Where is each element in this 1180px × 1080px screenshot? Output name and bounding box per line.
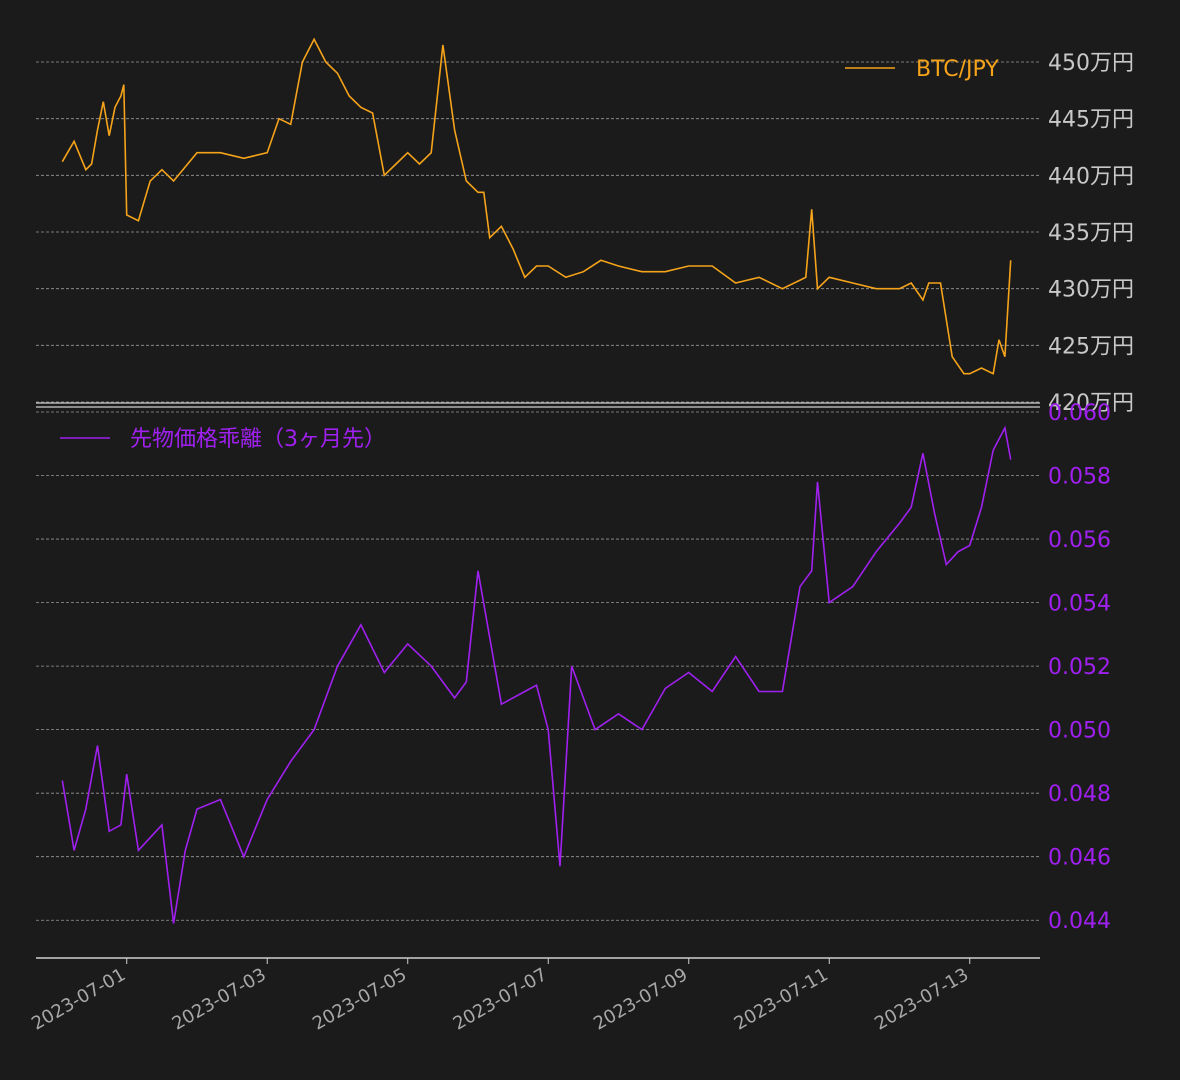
futures-basis-y-tick-label: 0.056	[1048, 528, 1111, 553]
btc-price-y-axis: 420万円 425万円 430万円 435万円 440万円 445万円 450万円	[1048, 51, 1134, 416]
futures-basis-y-tick-label: 0.050	[1048, 719, 1111, 744]
btc-price-y-tick-label: 420万円	[1048, 391, 1134, 416]
futures-basis-y-tick-label: 0.048	[1048, 782, 1111, 807]
futures-basis-y-tick-label: 0.046	[1048, 846, 1111, 871]
futures-basis-gridlines	[36, 411, 1040, 921]
btc-price-y-tick-label: 445万円	[1048, 108, 1134, 133]
btc-price-y-tick-label: 450万円	[1048, 51, 1134, 76]
futures-basis-y-tick-label: 0.054	[1048, 592, 1111, 617]
btc-price-gridlines	[36, 61, 1040, 403]
btc-price-y-tick-label: 435万円	[1048, 221, 1134, 246]
futures-basis-legend: 先物価格乖離（3ヶ月先）	[60, 427, 386, 452]
btc-price-y-tick-label: 425万円	[1048, 334, 1134, 359]
futures-basis-y-tick-label: 0.058	[1048, 465, 1111, 490]
btc-jpy-legend-label: BTC/JPY	[916, 57, 999, 82]
futures-basis-panel: 0.044 0.046 0.048 0.050 0.052 0.054 0.056 0.058…	[36, 401, 1111, 934]
futures-basis-y-axis: 0.044 0.046 0.048 0.050 0.052 0.054 0.056 0.058…	[1048, 401, 1111, 934]
btc-price-y-tick-label: 430万円	[1048, 278, 1134, 303]
btc-jpy-series-line	[61, 37, 1012, 375]
futures-basis-legend-label: 先物価格乖離（3ヶ月先）	[130, 427, 386, 452]
btc-price-legend: BTC/JPY	[845, 57, 999, 82]
futures-basis-y-tick-label: 0.060	[1048, 401, 1111, 426]
btc-price-y-tick-label: 440万円	[1048, 164, 1134, 189]
futures-basis-series-line	[61, 425, 1012, 924]
btc-price-panel: 420万円 425万円 430万円 435万円 440万円 445万円 450万円 BTC/…	[36, 37, 1134, 416]
futures-basis-y-tick-label: 0.052	[1048, 655, 1111, 680]
futures-basis-y-tick-label: 0.044	[1048, 909, 1111, 934]
